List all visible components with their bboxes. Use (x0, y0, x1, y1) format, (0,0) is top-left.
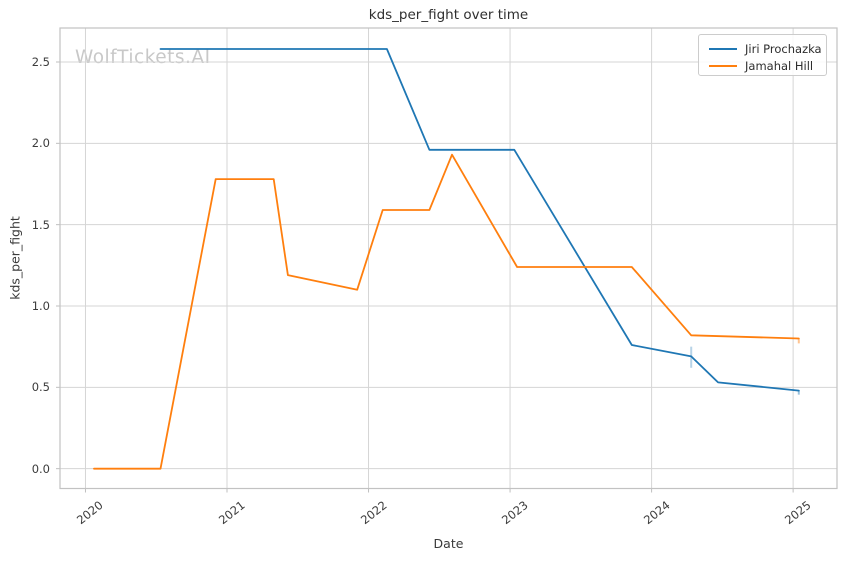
y-tick-label: 1.5 (31, 217, 50, 232)
legend-label: Jamahal Hill (745, 58, 814, 73)
x-axis-label: Date (433, 536, 464, 551)
series-line-jamahal-hill (93, 153, 800, 470)
legend-line-swatch-orange (709, 64, 737, 67)
y-tick-label: 2.0 (31, 136, 50, 151)
watermark: WolfTickets.AI (75, 47, 211, 68)
plot-border (59, 27, 838, 490)
legend-line-swatch-blue (709, 47, 737, 50)
y-tick-label: 2.5 (31, 54, 50, 69)
chart-title: kds_per_fight over time (368, 7, 529, 23)
legend-item-jiri-prochazka: Jiri Prochazka (709, 40, 822, 57)
series-line-jiri-prochazka (159, 48, 800, 392)
legend: Jiri Prochazka Jamahal Hill (698, 34, 827, 76)
legend-label: Jiri Prochazka (745, 41, 822, 56)
y-tick-label: 1.0 (31, 298, 50, 313)
legend-item-jamahal-hill: Jamahal Hill (709, 57, 818, 74)
y-tick-label: 0.5 (31, 380, 50, 395)
y-tick-label: 0.0 (31, 461, 50, 476)
